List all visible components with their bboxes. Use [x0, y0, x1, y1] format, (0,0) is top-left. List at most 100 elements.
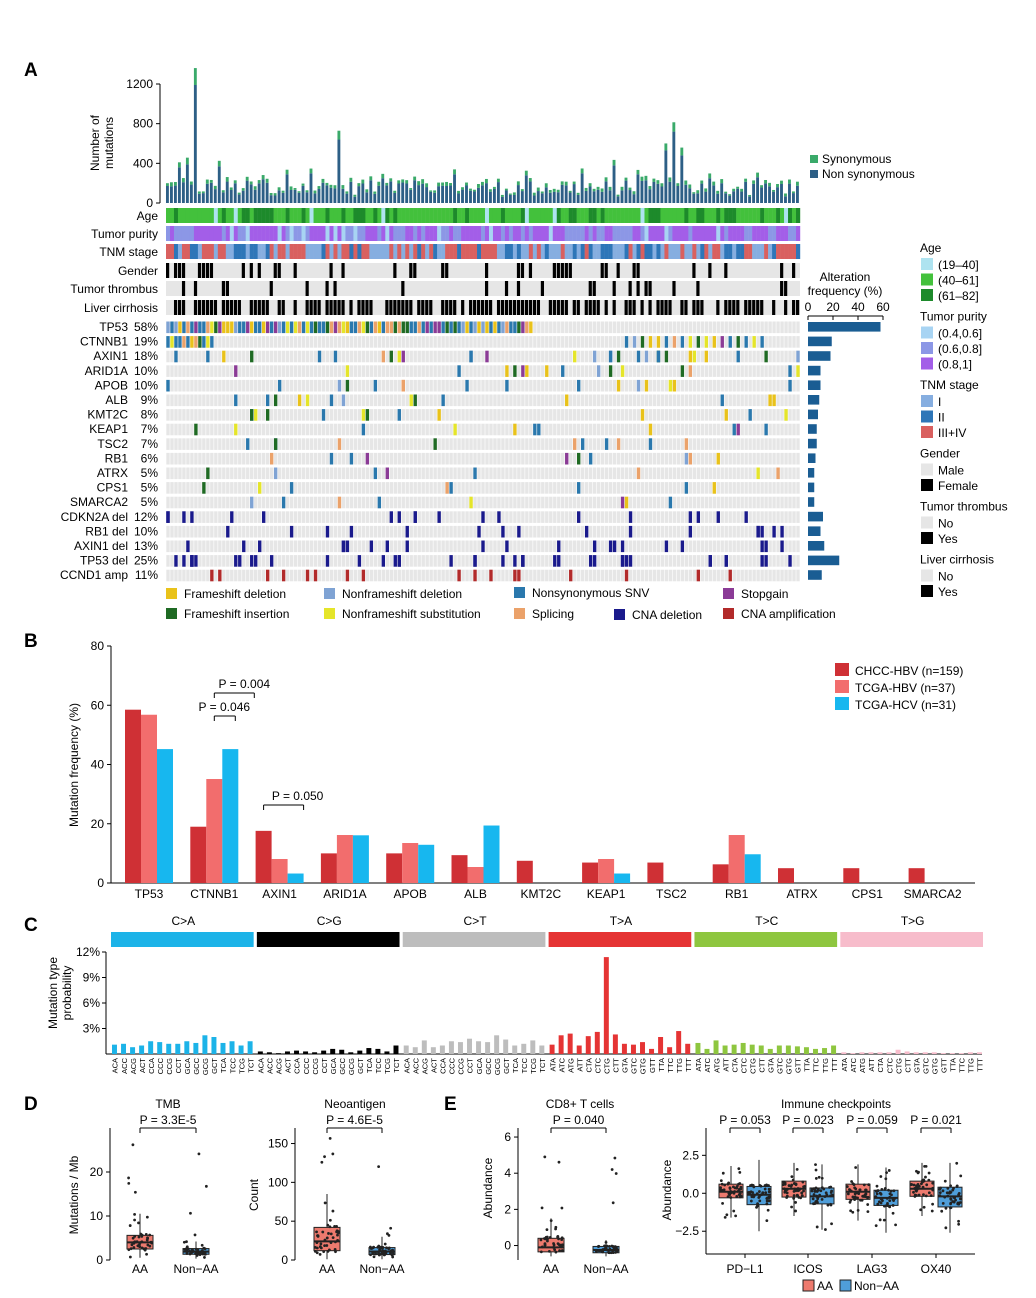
clinical-cell	[548, 300, 552, 315]
clinical-cell	[393, 208, 398, 223]
oncoprint-bg-cell	[238, 350, 242, 363]
oncoprint-bg-cell	[385, 394, 389, 407]
oncoprint-bg-cell	[740, 438, 744, 450]
oncoprint-bg-cell	[636, 525, 641, 538]
oncoprint-bg-cell	[361, 438, 366, 450]
oncoprint-bg-cell	[553, 496, 557, 509]
signature-bar	[904, 1051, 910, 1054]
oncoprint-bg-cell	[277, 409, 282, 421]
oncoprint-bg-cell	[234, 540, 238, 553]
oncoprint-bg-cell	[373, 452, 378, 465]
oncoprint-bg-cell	[317, 365, 322, 377]
oncoprint-bg-cell	[425, 350, 429, 363]
oncoprint-bg-cell	[202, 511, 206, 523]
oncoprint-bg-cell	[401, 365, 405, 377]
clinical-cell	[772, 208, 777, 223]
p-value-label: P = 4.6E-5	[326, 1113, 383, 1127]
oncoprint-bg-cell	[688, 496, 693, 509]
oncoprint-bg-cell	[281, 511, 286, 523]
oncoprint-bg-cell	[557, 438, 561, 450]
oncoprint-bg-cell	[553, 467, 557, 480]
oncoprint-bg-cell	[636, 569, 641, 582]
clinical-cell	[313, 244, 318, 259]
synonymous-bar	[792, 191, 795, 194]
oncoprint-bg-cell	[469, 409, 473, 421]
clinical-cell	[197, 226, 203, 241]
oncoprint-bg-cell	[401, 336, 405, 348]
synonymous-bar	[656, 180, 660, 184]
oncoprint-bg-cell	[218, 336, 222, 348]
oncoprint-bg-cell	[720, 321, 724, 334]
oncoprint-bg-cell	[234, 452, 238, 465]
oncoprint-bg-cell	[289, 423, 294, 436]
oncoprint-bg-cell	[716, 350, 720, 363]
clinical-cell	[269, 226, 274, 241]
oncoprint-bg-cell	[218, 511, 222, 523]
context-label: CTC	[594, 1057, 603, 1073]
oncoprint-bg-cell	[628, 409, 633, 421]
oncoprint-bg-cell	[309, 525, 314, 538]
oncoprint-bg-cell	[178, 511, 182, 523]
clinical-cell	[512, 244, 518, 259]
nonsynonymous-bar	[668, 181, 672, 203]
mutation-cell	[640, 409, 645, 421]
oncoprint-bg-cell	[393, 365, 397, 377]
bar-2	[483, 825, 500, 883]
oncoprint-bg-cell	[517, 438, 521, 450]
mutation-cell	[624, 336, 629, 348]
mutation-cell	[648, 423, 653, 436]
clinical-cell	[405, 300, 409, 315]
oncoprint-bg-cell	[445, 525, 449, 538]
oncoprint-bg-cell	[493, 336, 497, 348]
oncoprint-bg-cell	[640, 569, 645, 582]
mutation-cell	[413, 394, 417, 407]
oncoprint-bg-cell	[748, 379, 752, 392]
oncoprint-bg-cell	[230, 394, 234, 407]
data-point	[554, 1227, 557, 1231]
oncoprint-bg-cell	[537, 482, 541, 494]
clinical-cell	[664, 300, 668, 315]
clinical-cell	[548, 244, 553, 259]
mutation-cell	[580, 438, 585, 450]
mutation-cell	[345, 379, 350, 392]
oncoprint-bg-cell	[313, 394, 318, 407]
y-tick-label: 800	[133, 117, 153, 131]
oncoprint-bg-cell	[553, 452, 557, 465]
oncoprint-bg-cell	[242, 511, 246, 523]
oncoprint-bg-cell	[337, 555, 342, 567]
oncoprint-bg-cell	[313, 496, 318, 509]
oncoprint-bg-cell	[465, 540, 469, 553]
oncoprint-bg-cell	[720, 365, 724, 377]
oncoprint-bg-cell	[660, 569, 665, 582]
oncoprint-bg-cell	[716, 482, 720, 494]
oncoprint-bg-cell	[656, 525, 661, 538]
oncoprint-bg-cell	[525, 423, 529, 436]
oncoprint-bg-cell	[577, 438, 581, 450]
oncoprint-bg-cell	[433, 569, 437, 582]
oncoprint-bg-cell	[672, 423, 677, 436]
oncoprint-bg-cell	[357, 409, 362, 421]
clinical-cell	[536, 226, 542, 241]
oncoprint-bg-cell	[293, 467, 298, 480]
oncoprint-bg-cell	[632, 525, 637, 538]
oncoprint-bg-cell	[537, 496, 541, 509]
clinical-cell	[512, 208, 518, 223]
oncoprint-bg-cell	[780, 569, 784, 582]
oncoprint-bg-cell	[178, 394, 182, 407]
oncoprint-bg-cell	[226, 409, 230, 421]
p-value-label: P = 3.3E-5	[140, 1113, 197, 1127]
oncoprint-bg-cell	[600, 350, 605, 363]
cna-cell	[608, 540, 613, 553]
oncoprint-bg-cell	[481, 569, 485, 582]
oncoprint-bg-cell	[620, 511, 625, 523]
oncoprint-bg-cell	[668, 350, 673, 363]
oncoprint-bg-cell	[194, 394, 198, 407]
clinical-cell	[425, 300, 429, 315]
group-label: C>A	[171, 914, 195, 928]
data-point	[203, 1256, 206, 1259]
oncoprint-bg-cell	[561, 540, 565, 553]
oncoprint-bg-cell	[748, 525, 752, 538]
cna-cell	[357, 555, 362, 567]
oncoprint-bg-cell	[437, 467, 441, 480]
oncoprint-bg-cell	[246, 350, 250, 363]
